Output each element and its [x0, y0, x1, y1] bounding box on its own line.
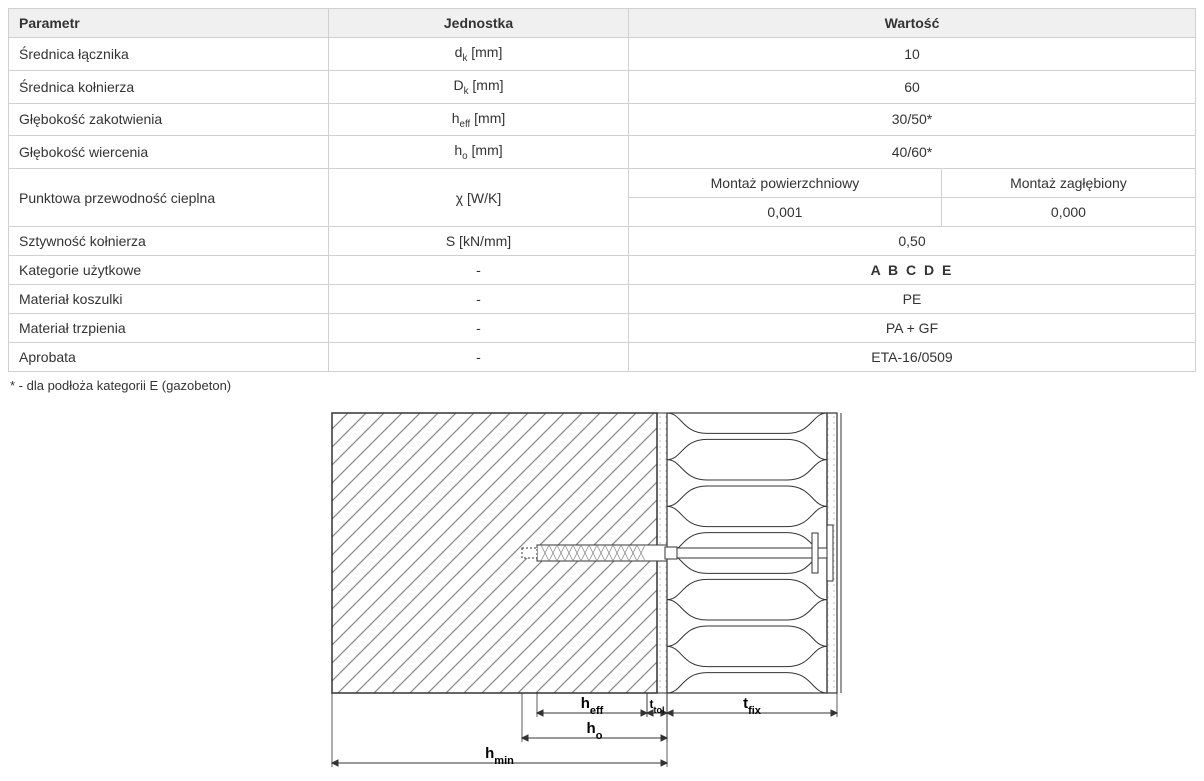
- header-value: Wartość: [629, 9, 1196, 38]
- value-cell: PA + GF: [629, 314, 1196, 343]
- unit-cell: -: [329, 285, 629, 314]
- param-cell: Materiał trzpienia: [9, 314, 329, 343]
- unit-symbol: h: [452, 110, 460, 126]
- value-cell: 0,50: [629, 227, 1196, 256]
- unit-bracket: [mm]: [468, 142, 503, 158]
- header-unit: Jednostka: [329, 9, 629, 38]
- table-row: Aprobata - ETA-16/0509: [9, 343, 1196, 372]
- value-cell: 60: [629, 70, 1196, 103]
- unit-bracket: [mm]: [470, 110, 505, 126]
- unit-cell: dk [mm]: [329, 38, 629, 71]
- param-cell: Sztywność kołnierza: [9, 227, 329, 256]
- unit-cell: S [kN/mm]: [329, 227, 629, 256]
- unit-symbol: D: [453, 77, 463, 93]
- header-param: Parametr: [9, 9, 329, 38]
- value-cell: 0,000: [941, 198, 1195, 227]
- cross-section-diagram: heffttoltfixhohmin: [322, 403, 882, 773]
- unit-cell: -: [329, 343, 629, 372]
- table-row: Głębokość zakotwienia heff [mm] 30/50*: [9, 103, 1196, 136]
- svg-text:hmin: hmin: [485, 745, 514, 767]
- value-cell: 10: [629, 38, 1196, 71]
- unit-cell: -: [329, 256, 629, 285]
- table-row: Głębokość wiercenia ho [mm] 40/60*: [9, 136, 1196, 169]
- value-cell: 30/50*: [629, 103, 1196, 136]
- param-cell: Punktowa przewodność cieplna: [9, 169, 329, 227]
- parameters-table: Parametr Jednostka Wartość Średnica łącz…: [8, 8, 1196, 372]
- unit-sub: eff: [460, 118, 471, 129]
- unit-cell: Dk [mm]: [329, 70, 629, 103]
- param-cell: Materiał koszulki: [9, 285, 329, 314]
- param-cell: Głębokość zakotwienia: [9, 103, 329, 136]
- value-cell: 40/60*: [629, 136, 1196, 169]
- table-row: Materiał koszulki - PE: [9, 285, 1196, 314]
- param-cell: Średnica łącznika: [9, 38, 329, 71]
- value-subheader: Montaż powierzchniowy: [629, 169, 942, 198]
- unit-cell: heff [mm]: [329, 103, 629, 136]
- table-row: Średnica łącznika dk [mm] 10: [9, 38, 1196, 71]
- svg-text:ho: ho: [587, 720, 603, 742]
- param-cell: Głębokość wiercenia: [9, 136, 329, 169]
- svg-text:tfix: tfix: [743, 695, 762, 717]
- value-cell: 0,001: [629, 198, 942, 227]
- value-cell: A B C D E: [629, 256, 1196, 285]
- table-row: Punktowa przewodność cieplna χ [W/K] Mon…: [9, 169, 1196, 198]
- param-cell: Kategorie użytkowe: [9, 256, 329, 285]
- footnote: * - dla podłoża kategorii E (gazobeton): [8, 372, 1196, 397]
- unit-bracket: [mm]: [467, 44, 502, 60]
- unit-cell: ho [mm]: [329, 136, 629, 169]
- value-cell: PE: [629, 285, 1196, 314]
- unit-bracket: [mm]: [469, 77, 504, 93]
- param-cell: Średnica kołnierza: [9, 70, 329, 103]
- unit-cell: -: [329, 314, 629, 343]
- table-row: Średnica kołnierza Dk [mm] 60: [9, 70, 1196, 103]
- unit-symbol: h: [454, 142, 462, 158]
- table-row: Materiał trzpienia - PA + GF: [9, 314, 1196, 343]
- param-cell: Aprobata: [9, 343, 329, 372]
- diagram-container: heffttoltfixhohmin: [8, 403, 1196, 773]
- value-cell: ETA-16/0509: [629, 343, 1196, 372]
- table-row: Kategorie użytkowe - A B C D E: [9, 256, 1196, 285]
- value-subheader: Montaż zagłębiony: [941, 169, 1195, 198]
- svg-text:heff: heff: [581, 695, 604, 717]
- table-row: Sztywność kołnierza S [kN/mm] 0,50: [9, 227, 1196, 256]
- unit-cell: χ [W/K]: [329, 169, 629, 227]
